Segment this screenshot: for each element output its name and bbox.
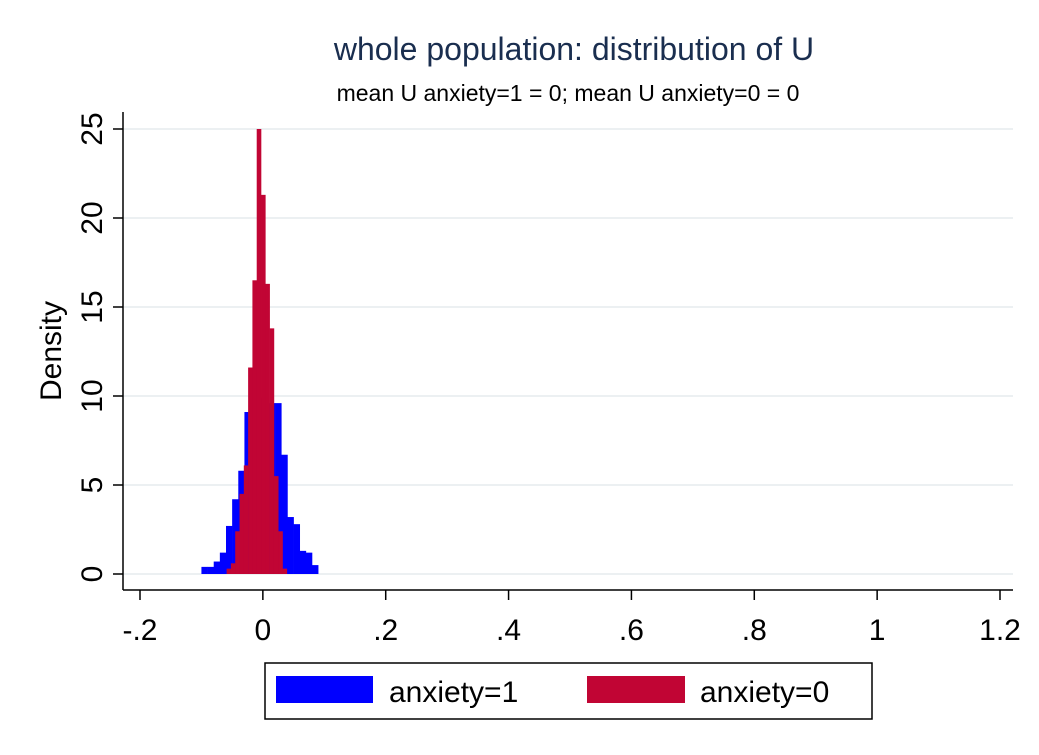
y-tick-label: 20: [76, 201, 109, 234]
bar: [256, 129, 262, 574]
x-ticks: -.2 0 .2 .4 .6 .8 1 1.2: [122, 590, 1021, 647]
series-anxiety=0: [226, 129, 288, 575]
bar: [273, 476, 279, 574]
bar: [213, 561, 221, 574]
legend-label-anxiety-0: anxiety=0: [700, 676, 829, 709]
legend: anxiety=1 anxiety=0: [264, 662, 873, 720]
y-tick-label: 25: [76, 112, 109, 145]
bar: [252, 280, 258, 574]
x-tick-label: -.2: [122, 614, 157, 647]
x-tick-label: .2: [373, 614, 398, 647]
bar: [219, 552, 227, 574]
bar: [230, 563, 236, 574]
y-ticks: 0 5 10 15 20 25: [76, 112, 123, 582]
y-axis-label: Density: [35, 301, 68, 401]
legend-swatch-anxiety-0: [587, 676, 685, 703]
bar: [312, 565, 319, 574]
bar: [305, 552, 313, 574]
histogram-bars: [201, 129, 319, 575]
x-tick-label: 0: [255, 614, 272, 647]
bar: [248, 367, 253, 574]
bar: [282, 568, 288, 574]
bar: [293, 524, 301, 574]
bar: [299, 550, 307, 574]
y-tick-label: 0: [76, 566, 109, 583]
bar: [287, 517, 294, 574]
y-tick-label: 10: [76, 379, 109, 412]
bar: [226, 568, 232, 574]
bar: [201, 566, 208, 574]
bar: [281, 454, 288, 574]
chart-title: whole population: distribution of U: [333, 31, 814, 67]
x-tick-label: .4: [496, 614, 521, 647]
bar: [278, 531, 283, 574]
chart-subtitle: mean U anxiety=1 = 0; mean U anxiety=0 =…: [337, 80, 800, 106]
legend-label-anxiety-1: anxiety=1: [389, 676, 518, 709]
y-tick-label: 15: [76, 290, 109, 323]
bar: [265, 283, 270, 574]
bar: [243, 465, 249, 574]
y-tick-label: 5: [76, 477, 109, 494]
bar: [239, 493, 245, 574]
bar: [207, 566, 215, 574]
bar: [235, 531, 240, 574]
x-tick-label: .8: [742, 614, 767, 647]
x-tick-label: 1: [869, 614, 886, 647]
x-tick-label: .6: [619, 614, 644, 647]
legend-swatch-anxiety-1: [276, 676, 373, 703]
bar: [269, 328, 275, 574]
bar: [261, 194, 266, 575]
x-tick-label: 1.2: [979, 614, 1021, 647]
bar: [226, 525, 233, 574]
